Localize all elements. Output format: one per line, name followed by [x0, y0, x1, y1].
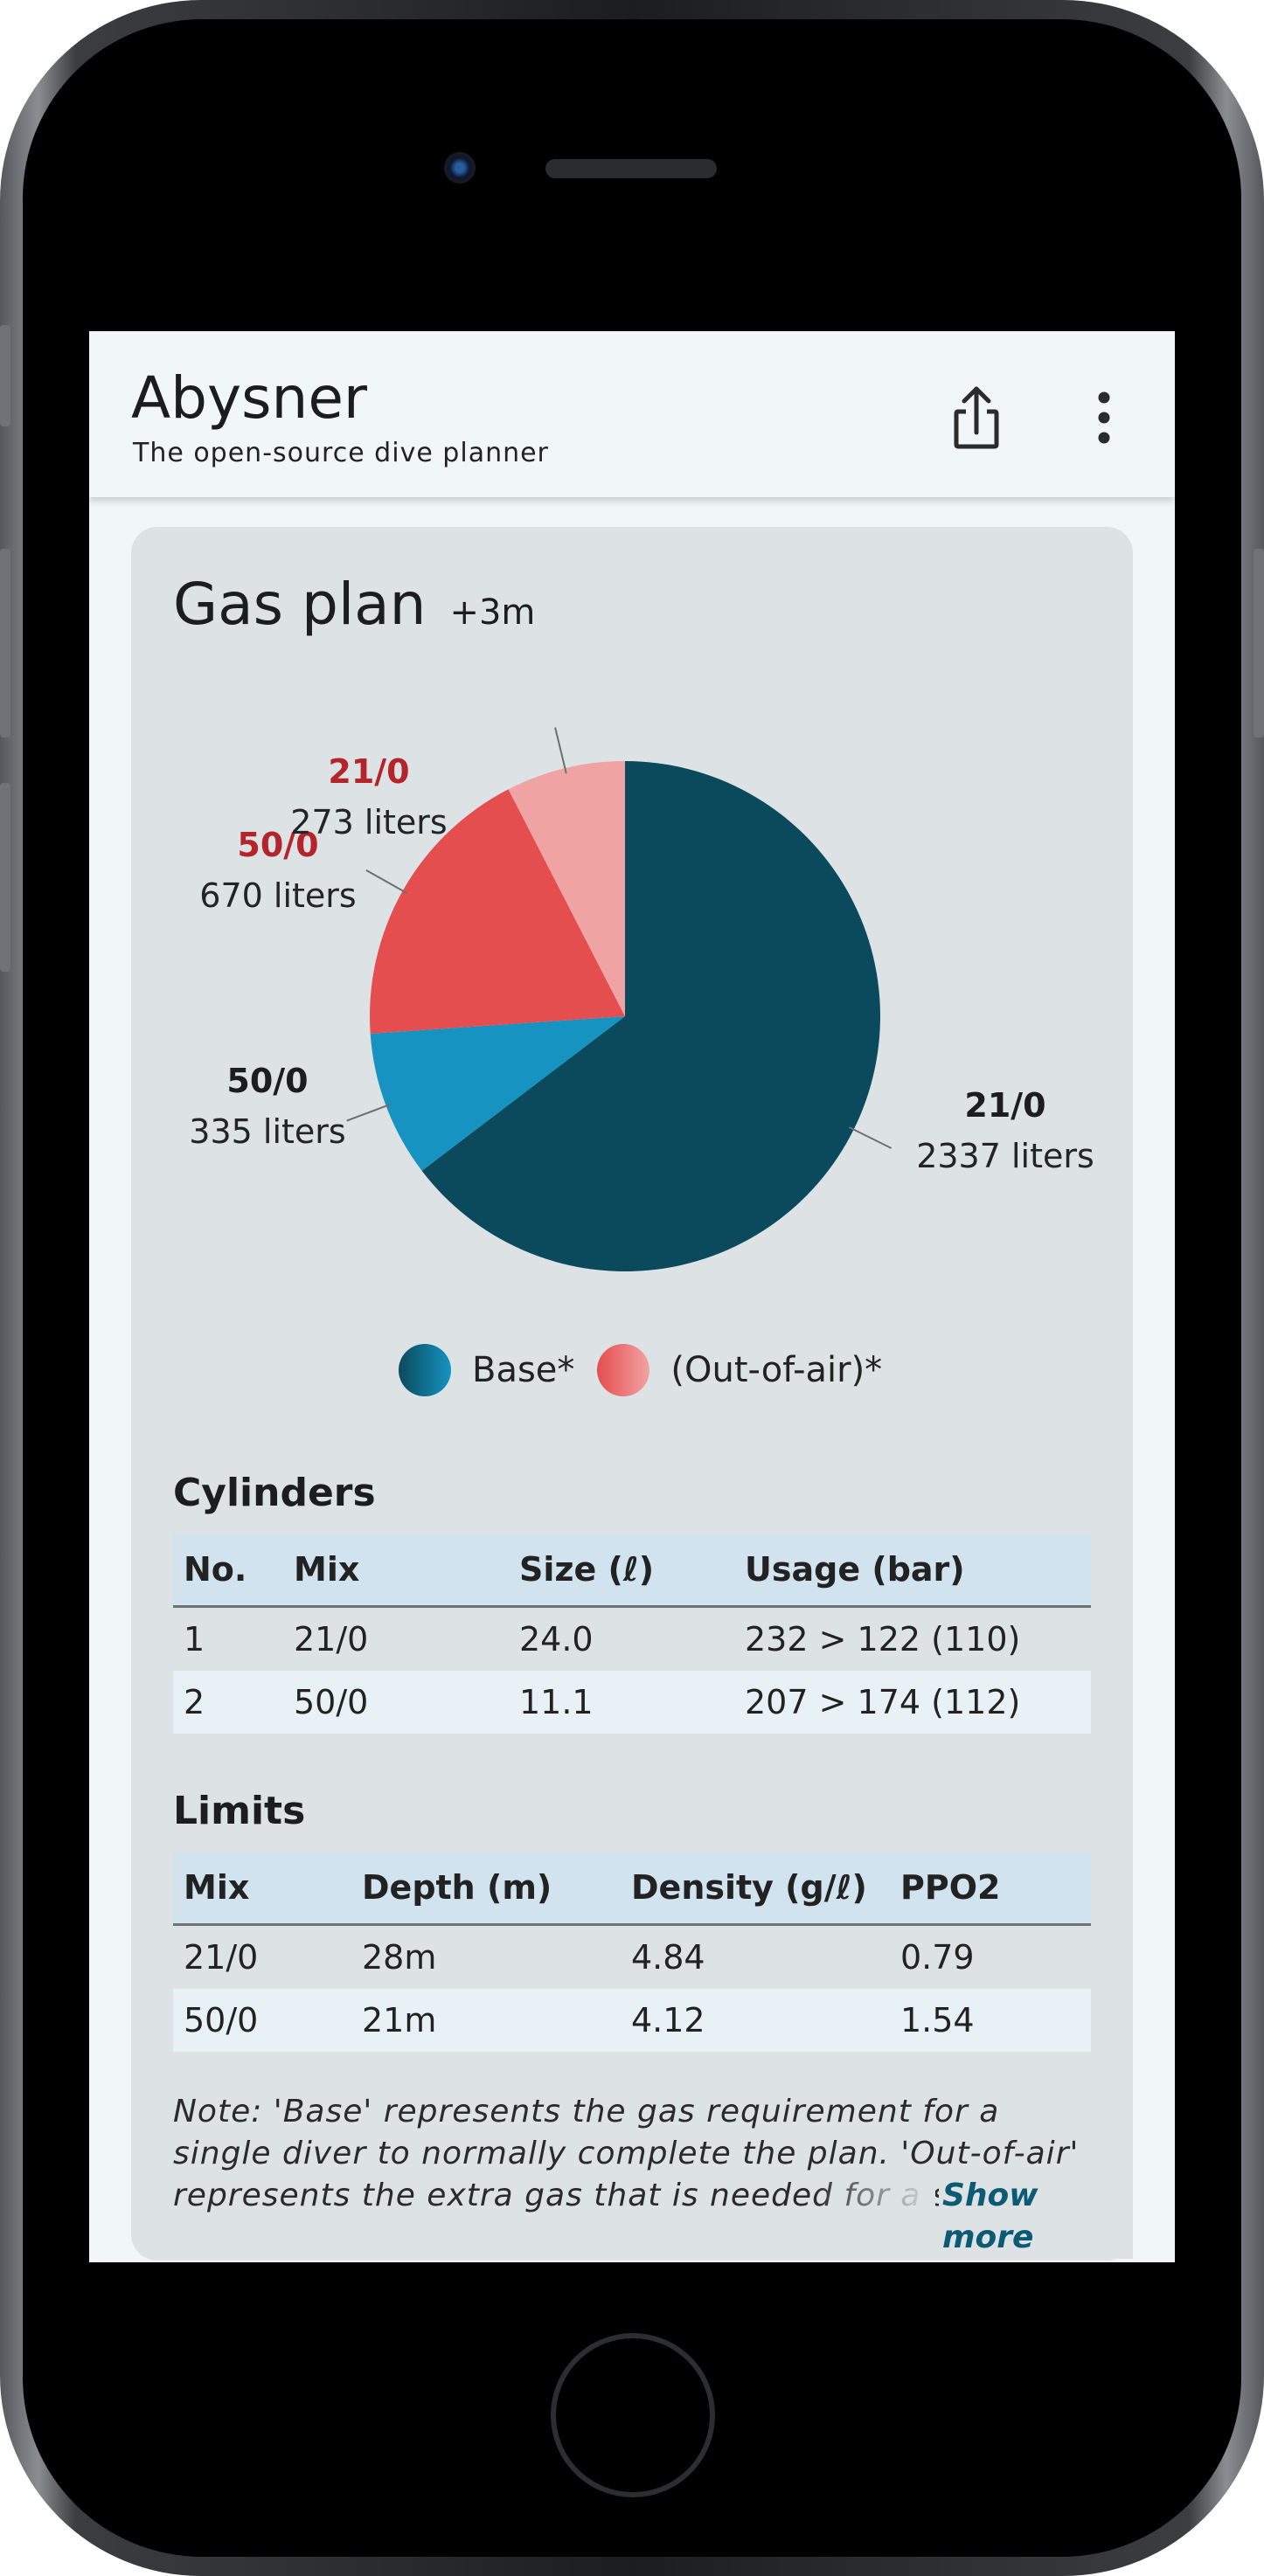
- column-header: No.: [173, 1534, 283, 1608]
- column-header: PPO2: [890, 1852, 1091, 1926]
- pie-slice: [508, 761, 625, 1016]
- share-button[interactable]: [928, 370, 1024, 466]
- earpiece-speaker: [545, 159, 717, 178]
- legend-swatch-out-of-air: [597, 1344, 650, 1396]
- table-cell: 50/0: [173, 1989, 351, 2052]
- pie-slice-label: 21/0: [328, 752, 409, 791]
- pie-slice-value: 2337 liters: [916, 1137, 1094, 1175]
- pie-leader-line: [554, 727, 567, 774]
- cylinders-table: No. Mix Size (ℓ) Usage (bar) 1 21/0 24.0…: [173, 1534, 1091, 1734]
- gas-plan-title-suffix: +3m: [449, 592, 536, 633]
- volume-down-button: [0, 783, 10, 972]
- table-cell: 50/0: [283, 1671, 509, 1734]
- table-cell: 1.54: [890, 1989, 1091, 2052]
- gas-pie-chart: 21/0 2337 liters 50/0 335 liters 50/0 670 lit…: [189, 727, 1094, 1271]
- table-row: 1 21/0 24.0 232 > 122 (110): [173, 1607, 1091, 1672]
- pie-slice: [370, 789, 625, 1034]
- table-row: 2 50/0 11.1 207 > 174 (112): [173, 1671, 1091, 1734]
- app-title: Abysner: [131, 364, 368, 432]
- table-cell: 4.12: [621, 1989, 890, 2052]
- table-cell: 0.79: [900, 1938, 975, 1977]
- gas-plan-title-text: Gas plan: [173, 571, 427, 638]
- table-cell: 207 > 174 (112): [734, 1671, 1091, 1734]
- column-header: Usage (bar): [734, 1534, 1091, 1608]
- legend-label-out-of-air: (Out-of-air)*: [670, 1350, 883, 1390]
- pie-leader-line: [346, 1103, 392, 1122]
- column-header: Depth (m): [351, 1852, 621, 1926]
- pie-slice-label: 50/0: [237, 826, 318, 864]
- note-fade-overlay: [813, 2175, 935, 2217]
- column-header: Size (ℓ): [509, 1534, 734, 1608]
- mute-switch: [0, 325, 10, 426]
- table-cell: 21m: [351, 1989, 621, 2052]
- pie-slice-label: 21/0: [964, 1086, 1045, 1125]
- more-vert-icon: [1098, 391, 1110, 444]
- power-button: [1254, 549, 1264, 737]
- gas-plan-card: Gas plan +3m 21/0 2337 liters 50/0 335 lite…: [131, 527, 1133, 2261]
- gas-plan-title: Gas plan +3m: [173, 571, 535, 638]
- table-cell: 28m: [362, 1938, 437, 1977]
- table-header-row: No. Mix Size (ℓ) Usage (bar): [173, 1534, 1091, 1608]
- table-row: 50/0 21m 4.12 1.54: [173, 1989, 1091, 2052]
- top-app-bar: Abysner The open-source dive planner: [89, 331, 1175, 497]
- table-cell: 2: [173, 1671, 283, 1734]
- pie-slice-value: 335 liters: [189, 1112, 345, 1151]
- table-cell: 232 > 122 (110): [745, 1620, 1021, 1658]
- overflow-menu-button[interactable]: [1056, 370, 1152, 466]
- column-header: Mix: [173, 1852, 351, 1926]
- table-cell: 21/0: [294, 1620, 369, 1658]
- pie-slice-value: 273 liters: [290, 803, 447, 841]
- chart-legend: Base* (Out-of-air)*: [399, 1340, 905, 1401]
- app-screen: Abysner The open-source dive planner G: [89, 331, 1175, 2262]
- pie-slice-value: 670 liters: [199, 876, 356, 915]
- front-camera: [444, 152, 476, 184]
- pie-slice-label: 50/0: [226, 1062, 308, 1100]
- table-cell: 24.0: [519, 1620, 594, 1658]
- table-cell: 4.84: [631, 1938, 705, 1977]
- show-more-link[interactable]: Show more: [939, 2175, 1133, 2259]
- table-row: 21/0 28m 4.84 0.79: [173, 1925, 1091, 1990]
- share-icon: [954, 386, 999, 449]
- column-header: Mix: [283, 1534, 509, 1608]
- column-header: Density (g/ℓ): [621, 1852, 890, 1926]
- pie-slice: [421, 761, 881, 1271]
- cylinders-title: Cylinders: [173, 1471, 376, 1515]
- legend-label-base: Base*: [472, 1350, 575, 1390]
- table-header-row: Mix Depth (m) Density (g/ℓ) PPO2: [173, 1852, 1091, 1926]
- table-cell: 1: [184, 1620, 205, 1658]
- limits-table: Mix Depth (m) Density (g/ℓ) PPO2 21/0 28…: [173, 1852, 1091, 2052]
- pie-slice: [370, 1016, 625, 1171]
- pie-leader-line: [365, 869, 408, 895]
- limits-title: Limits: [173, 1789, 306, 1833]
- table-cell: 11.1: [509, 1671, 734, 1734]
- home-button: [551, 2333, 715, 2497]
- table-cell: 21/0: [184, 1938, 259, 1977]
- pie-leader-line: [848, 1126, 892, 1149]
- volume-up-button: [0, 549, 10, 737]
- app-subtitle: The open-source dive planner: [133, 438, 549, 468]
- legend-swatch-base: [399, 1344, 451, 1396]
